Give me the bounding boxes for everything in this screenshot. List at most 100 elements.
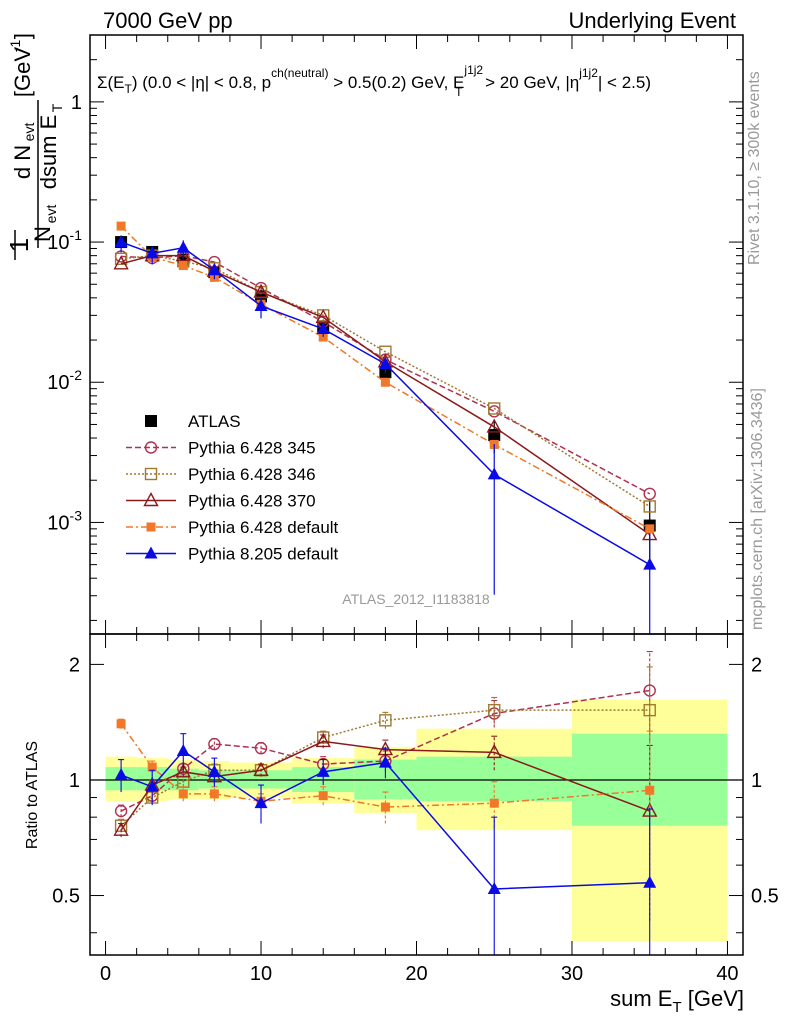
svg-text:evt: evt bbox=[43, 205, 59, 224]
ratio-point-pythia-8-205-default bbox=[643, 875, 657, 888]
point-atlas bbox=[488, 429, 501, 442]
point-pythia-6-428-370 bbox=[175, 247, 191, 262]
ratio-point-pythia-6-428-370 bbox=[175, 763, 191, 778]
point-pythia-8-205-default bbox=[254, 298, 268, 311]
ratio-point-pythia-6-428-345 bbox=[208, 737, 221, 751]
point-pythia-6-428-default bbox=[178, 261, 188, 271]
ratio-point-pythia-6-428-345 bbox=[254, 741, 268, 755]
header-right: Underlying Event bbox=[568, 8, 736, 33]
ratio-line-pythia-6-428-default bbox=[120, 723, 650, 808]
legend-marker-pythia-6-428-346 bbox=[144, 467, 158, 481]
ratio-point-pythia-8-205-default bbox=[145, 779, 159, 792]
ratio-point-pythia-6-428-345 bbox=[114, 804, 128, 818]
point-pythia-6-428-default bbox=[116, 221, 126, 231]
point-pythia-8-205-default bbox=[487, 467, 501, 480]
point-pythia-8-205-default bbox=[114, 235, 128, 248]
ratio-point-pythia-6-428-default bbox=[645, 785, 655, 795]
analysis-id: ATLAS_2012_I1183818 bbox=[342, 591, 490, 607]
ratio-point-pythia-6-428-default bbox=[178, 789, 188, 799]
svg-text:]: ] bbox=[10, 33, 35, 39]
ratio-point-pythia-6-428-default bbox=[147, 762, 157, 772]
ratio-tick-label-right: 0.5 bbox=[751, 886, 779, 908]
rivet-label: Rivet 3.1.10, ≥ 300k events bbox=[746, 71, 763, 265]
point-pythia-8-205-default bbox=[643, 557, 657, 570]
ratio-point-pythia-6-428-346 bbox=[379, 714, 392, 727]
ratio-tick-label-left: 2 bbox=[69, 654, 80, 676]
legend-marker-pythia-6-428-370 bbox=[143, 492, 159, 507]
series-line-pythia-8-205-default bbox=[120, 241, 651, 566]
point-pythia-6-428-346 bbox=[488, 402, 501, 415]
point-pythia-8-205-default bbox=[176, 240, 190, 253]
ratio-tick-label-right: 2 bbox=[751, 654, 762, 676]
ratio-point-pythia-6-428-370 bbox=[113, 821, 129, 836]
ratio-point-pythia-6-428-default bbox=[318, 791, 328, 801]
x-tick-label: 20 bbox=[405, 963, 427, 985]
point-pythia-8-205-default bbox=[207, 263, 221, 276]
ratio-point-pythia-6-428-346 bbox=[643, 703, 656, 717]
point-pythia-8-205-default bbox=[378, 356, 392, 369]
point-pythia-6-428-370 bbox=[486, 418, 502, 433]
legend-marker-pythia-8-205-default bbox=[144, 546, 158, 559]
ratio-point-pythia-6-428-370 bbox=[315, 732, 331, 748]
legend-label-pythia-6-428-346: Pythia 6.428 346 bbox=[188, 465, 316, 484]
point-pythia-8-205-default bbox=[316, 321, 330, 334]
svg-text:dsum E: dsum E bbox=[36, 115, 61, 190]
legend-marker-pythia-6-428-default bbox=[146, 522, 156, 532]
ratio-point-pythia-8-205-default bbox=[114, 768, 128, 781]
legend: ATLAS Pythia 6.428 345 Pythia 6.428 346 Pyt… bbox=[126, 412, 339, 564]
point-pythia-6-428-default bbox=[380, 377, 390, 387]
y-tick-label: 1 bbox=[71, 92, 82, 114]
ratio-point-pythia-6-428-default bbox=[489, 798, 499, 808]
legend-label-pythia-6-428-345: Pythia 6.428 345 bbox=[188, 439, 316, 458]
point-pythia-6-428-default bbox=[645, 524, 655, 534]
ratio-point-pythia-6-428-370 bbox=[486, 743, 502, 759]
series-line-pythia-6-428-370 bbox=[120, 254, 651, 536]
ratio-point-pythia-8-205-default bbox=[378, 755, 392, 768]
point-pythia-6-428-346 bbox=[643, 500, 656, 513]
svg-text:-1: -1 bbox=[7, 40, 23, 53]
point-pythia-6-428-370 bbox=[253, 283, 269, 298]
series-line-pythia-6-428-346 bbox=[121, 254, 651, 508]
legend-marker-pythia-6-428-345 bbox=[144, 441, 158, 454]
ratio-ylabel: Ratio to ATLAS bbox=[24, 741, 41, 849]
ratio-point-pythia-8-205-default bbox=[316, 764, 330, 777]
svg-text:evt: evt bbox=[21, 123, 37, 142]
x-tick-label: 0 bbox=[100, 963, 111, 985]
legend-label-pythia-8-205-default: Pythia 8.205 default bbox=[188, 545, 339, 564]
legend-label-pythia-6-428-370: Pythia 6.428 370 bbox=[188, 492, 316, 511]
ratio-point-pythia-6-428-default bbox=[116, 719, 126, 729]
x-tick-label: 10 bbox=[250, 963, 272, 985]
ratio-point-pythia-6-428-default bbox=[209, 789, 219, 799]
svg-text:1: 1 bbox=[4, 238, 34, 252]
y-tick-label: 10-2 bbox=[47, 367, 82, 394]
xlabel: sum ET [GeV] bbox=[610, 986, 744, 1016]
legend-label-pythia-6-428-default: Pythia 6.428 default bbox=[188, 518, 339, 537]
ratio-point-pythia-8-205-default bbox=[176, 743, 190, 756]
ratio-point-pythia-6-428-346 bbox=[488, 703, 501, 717]
svg-text:T: T bbox=[49, 103, 65, 112]
header-left: 7000 GeV pp bbox=[103, 8, 233, 33]
x-tick-label: 30 bbox=[561, 963, 583, 985]
svg-text:d N: d N bbox=[10, 145, 35, 179]
ratio-tick-label-left: 0.5 bbox=[52, 886, 80, 908]
y-tick-label: 10-1 bbox=[47, 227, 82, 254]
main-ylabel: 1 N evt d N evt dsum E T [GeV -1 ] bbox=[4, 33, 65, 260]
plot-title: Σ(ET) (0.0 < |η| < 0.8, pch(neutral) > 0… bbox=[97, 63, 651, 99]
ratio-point-pythia-6-428-default bbox=[380, 802, 390, 812]
series-line-pythia-6-428-default bbox=[120, 225, 651, 530]
ratio-point-pythia-8-205-default bbox=[207, 764, 221, 777]
svg-text:[GeV: [GeV bbox=[10, 47, 35, 97]
point-pythia-6-428-346 bbox=[114, 252, 128, 265]
x-tick-label: 40 bbox=[716, 963, 738, 985]
ratio-tick-label-right: 1 bbox=[751, 770, 762, 792]
legend-marker-atlas bbox=[145, 415, 157, 427]
svg-text:N: N bbox=[30, 226, 55, 242]
point-pythia-6-428-345 bbox=[643, 487, 656, 501]
ratio-point-pythia-8-205-default bbox=[487, 881, 501, 894]
legend-label-atlas: ATLAS bbox=[188, 412, 241, 431]
ratio-point-pythia-6-428-370 bbox=[253, 761, 269, 776]
point-pythia-8-205-default bbox=[145, 246, 159, 259]
y-tick-label: 10-3 bbox=[47, 507, 82, 534]
mcplots-label: mcplots.cern.ch [arXiv:1306.3436] bbox=[749, 388, 766, 630]
